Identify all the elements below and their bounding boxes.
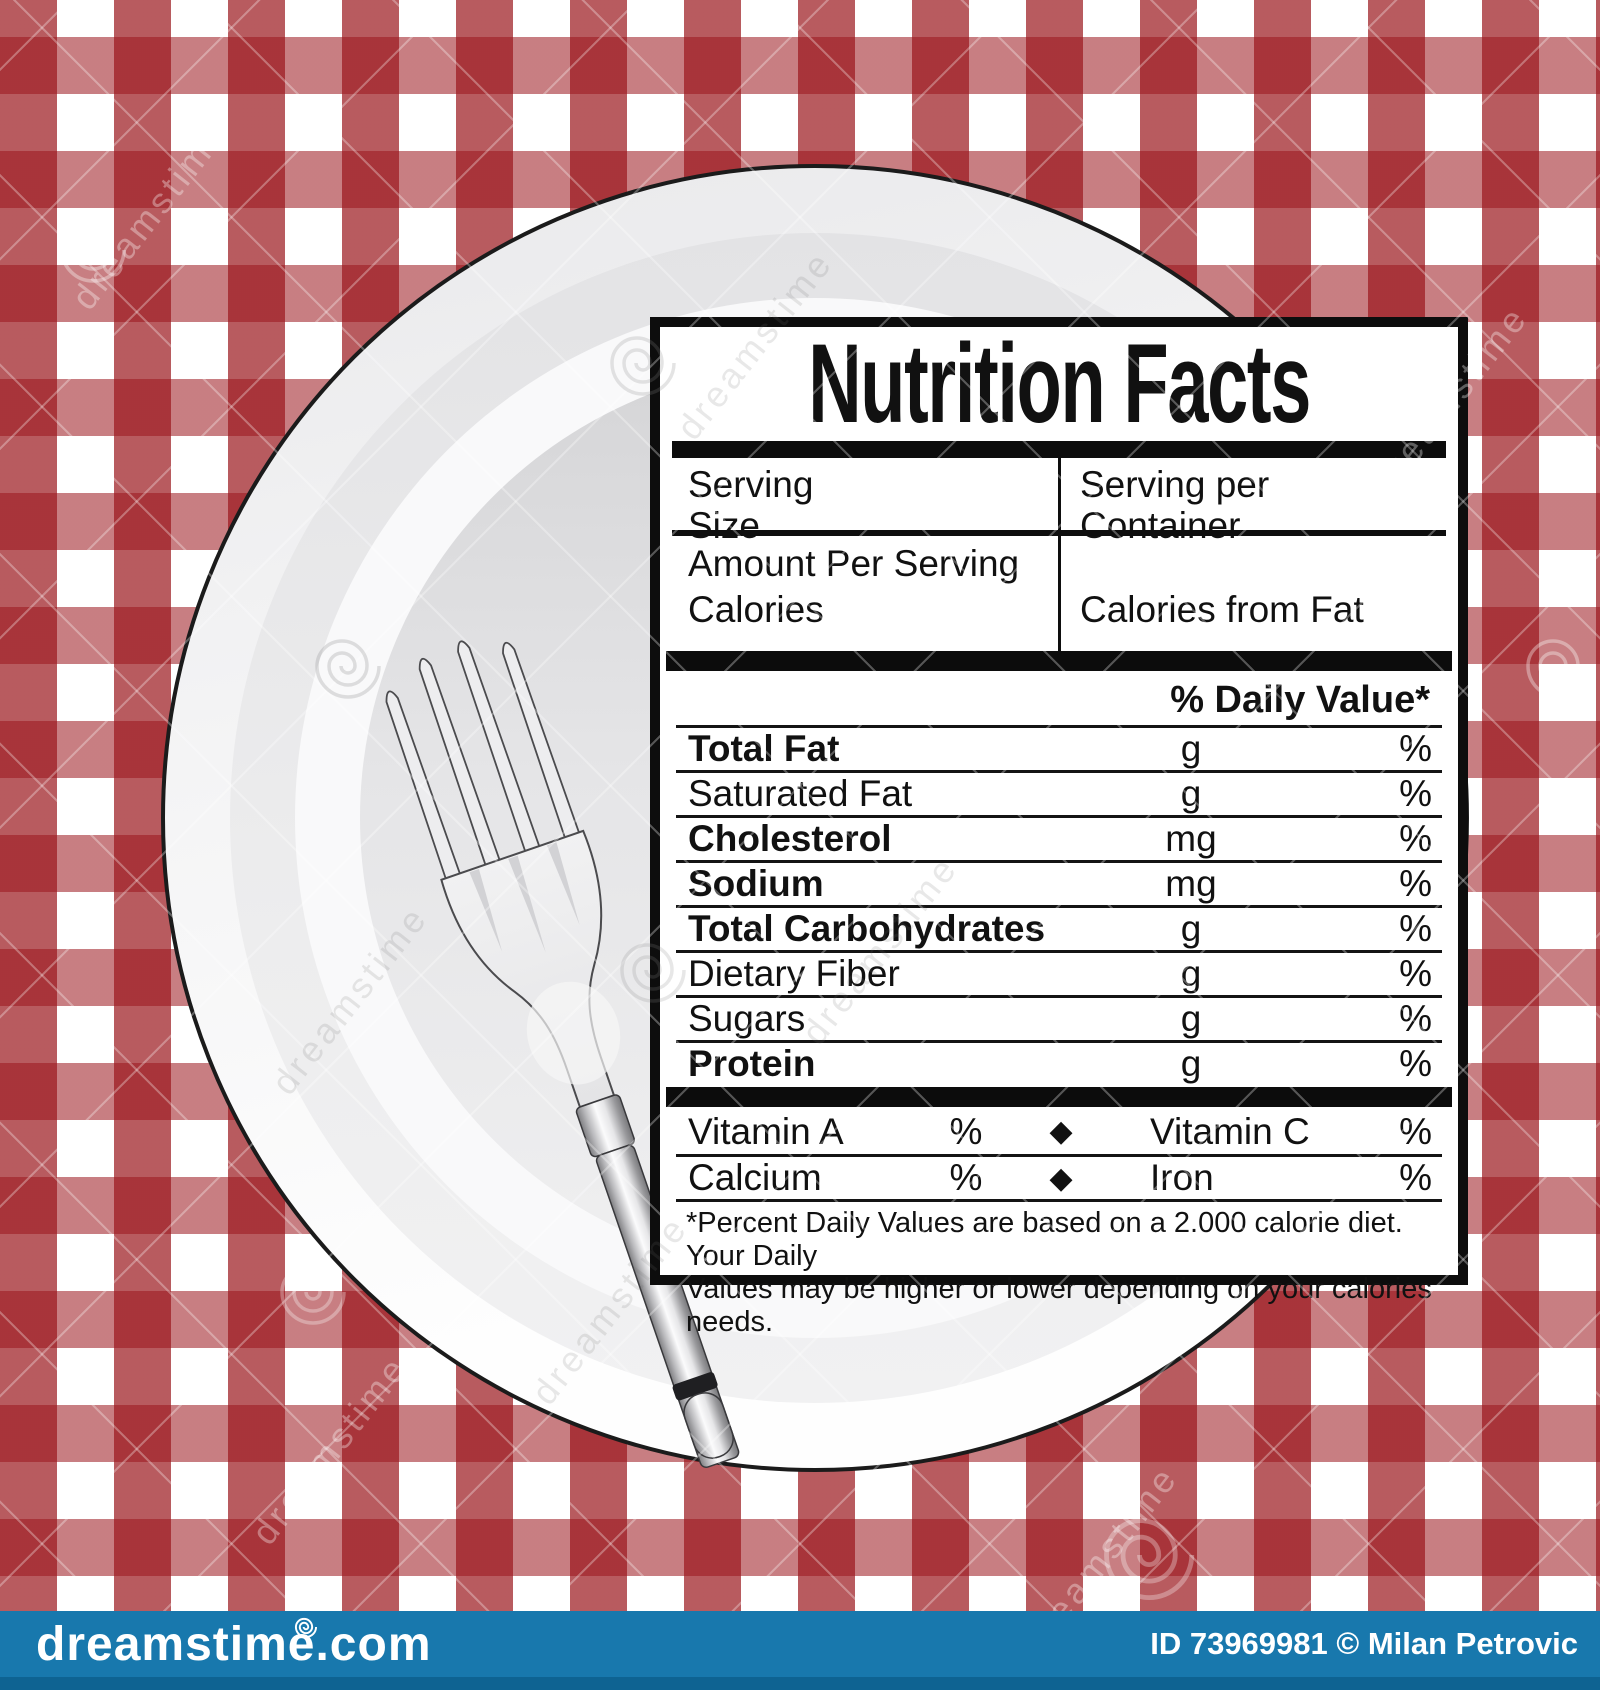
watermark-footer-strip	[0, 1677, 1600, 1690]
nutrient-row: Sugars g %	[676, 995, 1442, 1040]
vitamin-row: Vitamin A % ◆ Vitamin C %	[688, 1110, 1432, 1152]
nutrient-row: Protein g %	[676, 1040, 1442, 1085]
title-divider-bar	[672, 441, 1446, 458]
watermark-footer-bar	[0, 1611, 1600, 1690]
nutrient-row: Dietary Fiber g %	[676, 950, 1442, 995]
nutrient-table: Total Fat g % Saturated Fat g % Choleste…	[676, 725, 1442, 1085]
diamond-icon: ◆	[1049, 1161, 1073, 1195]
dreamstime-logo: dreamstime.com	[36, 1617, 432, 1671]
footnote: *Percent Daily Values are based on a 2.0…	[686, 1207, 1432, 1338]
serving-per-container-cell: Serving per Container	[1080, 464, 1270, 546]
serving-size-cell: Serving Size	[688, 464, 814, 546]
nutrient-row: Sodium mg %	[676, 860, 1442, 905]
calories-text: Calories	[688, 589, 824, 630]
label-title: Nutrition Facts	[808, 321, 1311, 446]
logo-spiral-icon	[294, 1617, 318, 1639]
nutrient-row: Total Carbohydrates g %	[676, 905, 1442, 950]
daily-value-header: % Daily Value*	[1170, 679, 1430, 721]
section-divider-bar	[666, 651, 1452, 671]
diamond-icon: ◆	[1049, 1115, 1073, 1148]
image-credit: ID 73969981 © Milan Petrovic	[1150, 1626, 1578, 1661]
calories-from-fat-text: Calories from Fat	[1080, 589, 1364, 630]
vitamin-row: Calcium % ◆ Iron %	[676, 1154, 1442, 1199]
nutrient-row: Cholesterol mg %	[676, 815, 1442, 860]
nutrient-row: Saturated Fat g %	[676, 770, 1442, 815]
fork-icon	[385, 640, 740, 1468]
nutrient-row: Total Fat g %	[676, 725, 1442, 770]
amount-per-serving-text: Amount Per Serving	[688, 543, 1020, 584]
vitamin-table: Vitamin A % ◆ Vitamin C % Calcium % ◆ Ir…	[676, 1109, 1442, 1202]
nutrition-facts-label: Nutrition Facts Serving Size Serving per…	[650, 317, 1468, 1338]
column-divider	[1058, 458, 1061, 651]
vitamin-divider-bar	[666, 1087, 1452, 1107]
fork-illustration	[348, 597, 811, 1507]
